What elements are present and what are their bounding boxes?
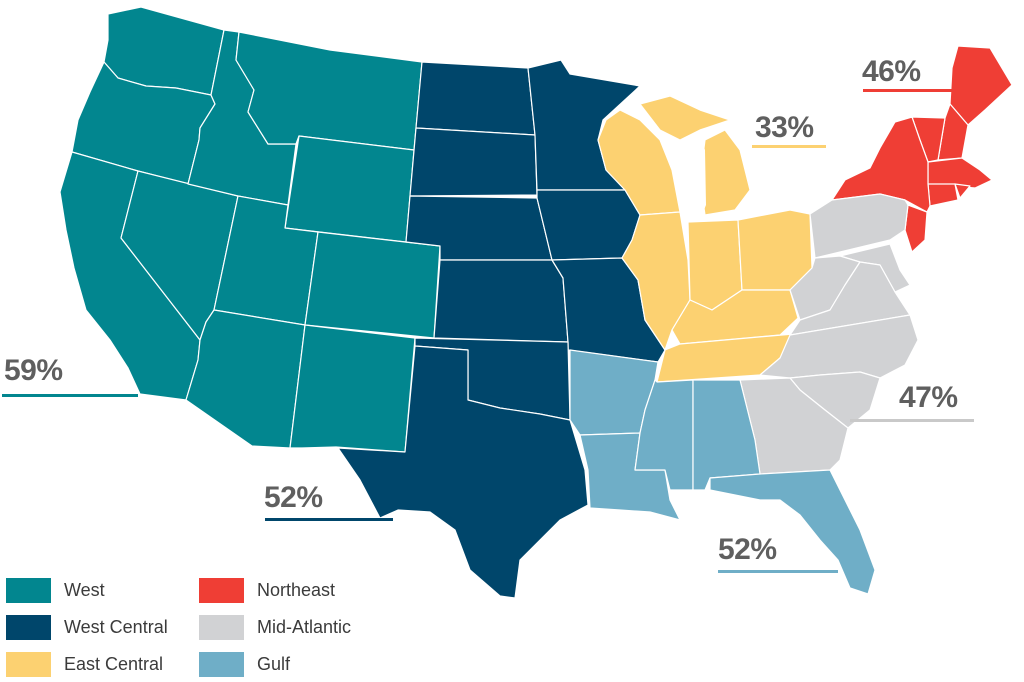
region-mid-atlantic[interactable]	[739, 193, 919, 475]
swatch-northeast	[199, 578, 244, 603]
state-ohio[interactable]	[737, 209, 813, 291]
legend-label: Northeast	[257, 580, 336, 600]
legend-label: East Central	[64, 654, 164, 674]
state-north-dakota[interactable]	[415, 61, 536, 136]
legend-item-mid-atlantic: Mid-Atlantic	[199, 615, 351, 640]
region-west-central[interactable]	[337, 59, 666, 599]
region-gulf[interactable]	[569, 349, 876, 595]
label-west-value: 59%	[4, 354, 63, 387]
legend-item-west: West	[6, 578, 105, 603]
state-maine[interactable]	[949, 45, 1013, 126]
label-northeast-value: 46%	[862, 55, 921, 88]
leader-line-mid-atlantic	[850, 419, 974, 422]
state-pennsylvania[interactable]	[809, 193, 909, 259]
state-rhode-island[interactable]	[954, 183, 971, 199]
state-new-mexico[interactable]	[289, 324, 416, 453]
region-northeast[interactable]	[831, 45, 1013, 253]
state-montana[interactable]	[235, 31, 423, 151]
legend-item-northeast: Northeast	[199, 578, 335, 603]
leader-line-east-central	[752, 145, 826, 148]
label-west-central-value: 52%	[264, 481, 323, 514]
state-south-dakota[interactable]	[409, 127, 538, 197]
region-west[interactable]	[59, 6, 441, 453]
legend-item-west-central: West Central	[6, 615, 168, 640]
swatch-east-central	[6, 652, 51, 677]
state-kansas[interactable]	[433, 259, 569, 343]
swatch-mid-atlantic	[199, 615, 244, 640]
state-iowa[interactable]	[536, 189, 641, 261]
legend-label: Gulf	[257, 654, 291, 674]
state-florida[interactable]	[709, 469, 876, 595]
legend-label: Mid-Atlantic	[257, 617, 352, 637]
state-new-jersey[interactable]	[904, 204, 928, 253]
lake-michigan	[684, 135, 706, 220]
legend-label: West Central	[64, 617, 168, 637]
label-east-central-value: 33%	[755, 111, 814, 144]
leader-line-northeast	[863, 89, 958, 92]
legend-item-east-central: East Central	[6, 652, 163, 677]
swatch-gulf	[199, 652, 244, 677]
label-gulf-value: 52%	[718, 533, 777, 566]
legend-item-gulf: Gulf	[199, 652, 290, 677]
state-arizona[interactable]	[185, 309, 306, 449]
state-colorado[interactable]	[304, 231, 441, 339]
swatch-west	[6, 578, 51, 603]
leader-line-gulf	[718, 570, 838, 573]
swatch-west-central	[6, 615, 51, 640]
leader-line-west-central	[265, 518, 393, 521]
region-east-central[interactable]	[597, 95, 813, 383]
state-wyoming[interactable]	[284, 135, 415, 243]
label-mid-atlantic-value: 47%	[899, 381, 958, 414]
legend-label: West	[64, 580, 105, 600]
state-texas[interactable]	[337, 345, 589, 599]
leader-line-west	[2, 394, 138, 397]
state-connecticut[interactable]	[927, 183, 959, 207]
